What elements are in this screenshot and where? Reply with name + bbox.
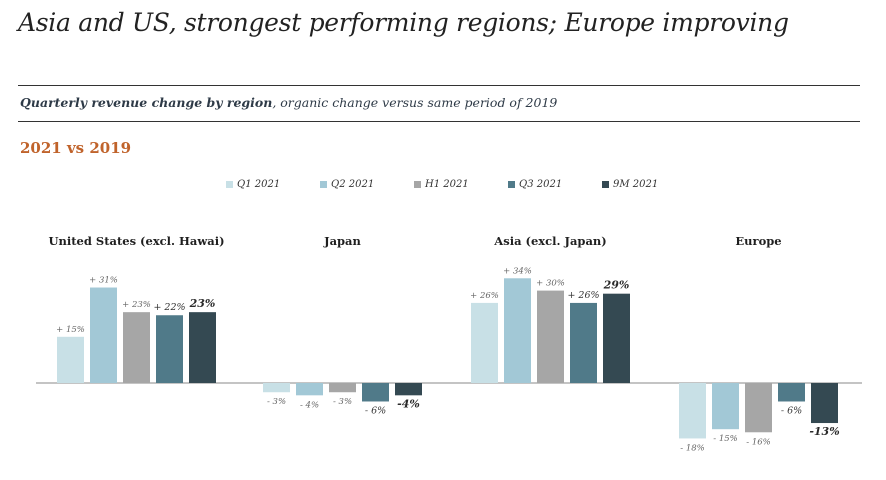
legend-item: Q3 2021 — [508, 179, 562, 190]
data-label: -13% — [809, 425, 839, 438]
legend-swatch — [602, 181, 609, 188]
legend-label: Q2 2021 — [331, 179, 375, 190]
bar — [679, 383, 706, 439]
legend-item: 9M 2021 — [602, 179, 658, 190]
data-label: -4% — [397, 397, 420, 410]
data-label: 23% — [189, 297, 216, 310]
bar — [156, 315, 183, 383]
bottom-divider — [18, 121, 860, 122]
subtitle-bold: Quarterly revenue change by region — [20, 95, 273, 110]
data-label: - 15% — [713, 434, 737, 444]
data-label: + 34% — [503, 266, 532, 276]
legend-item: H1 2021 — [414, 179, 469, 190]
legend-swatch — [414, 181, 421, 188]
data-label: - 6% — [781, 405, 802, 416]
top-divider — [18, 85, 860, 86]
bar — [362, 383, 389, 402]
bar — [603, 293, 630, 383]
legend-item: Q1 2021 — [226, 179, 280, 190]
region-label: Asia (excl. Japan) — [494, 234, 607, 248]
data-label: - 16% — [746, 437, 770, 447]
page-title: Asia and US, strongest performing region… — [18, 8, 789, 37]
data-label: - 4% — [300, 400, 319, 410]
bar — [778, 383, 805, 402]
bar — [745, 383, 772, 433]
bar — [395, 383, 422, 396]
data-label: - 18% — [680, 443, 704, 453]
data-label: + 30% — [536, 279, 565, 289]
legend-swatch — [320, 181, 327, 188]
subtitle-rest: , organic change versus same period of 2… — [272, 95, 558, 110]
bar — [296, 383, 323, 396]
data-label: + 23% — [122, 300, 151, 310]
data-label: - 3% — [267, 397, 286, 407]
legend-item: Q2 2021 — [320, 179, 374, 190]
bar — [90, 287, 117, 383]
legend-label: Q3 2021 — [519, 179, 563, 190]
bar — [329, 383, 356, 393]
bar — [570, 302, 597, 383]
chart-subtitle: Quarterly revenue change by region, orga… — [20, 95, 557, 110]
bar — [123, 312, 150, 383]
chart-legend: Q1 2021 Q2 2021 H1 2021 Q3 2021 9M 2021 — [0, 179, 886, 195]
data-label: + 26% — [470, 291, 499, 301]
bar — [504, 278, 531, 383]
period-label: 2021 vs 2019 — [20, 139, 132, 157]
data-label: - 3% — [333, 397, 352, 407]
bar — [263, 383, 290, 393]
bar — [189, 312, 216, 383]
bar — [471, 302, 498, 383]
region-label: United States (excl. Hawai) — [48, 234, 225, 248]
legend-swatch — [226, 181, 233, 188]
region-label: Japan — [324, 234, 361, 248]
bar — [537, 290, 564, 383]
data-label: 29% — [603, 279, 630, 292]
data-label: + 22% — [153, 302, 185, 313]
legend-swatch — [508, 181, 515, 188]
data-label: - 6% — [365, 405, 386, 416]
legend-label: Q1 2021 — [237, 179, 281, 190]
region-label: Europe — [735, 234, 782, 248]
data-label: + 26% — [567, 290, 599, 301]
bar — [811, 383, 838, 424]
bar — [57, 336, 84, 383]
data-label: + 31% — [89, 276, 118, 286]
bar — [712, 383, 739, 430]
data-label: + 15% — [56, 325, 85, 335]
legend-label: 9M 2021 — [613, 179, 659, 190]
legend-label: H1 2021 — [425, 179, 469, 190]
